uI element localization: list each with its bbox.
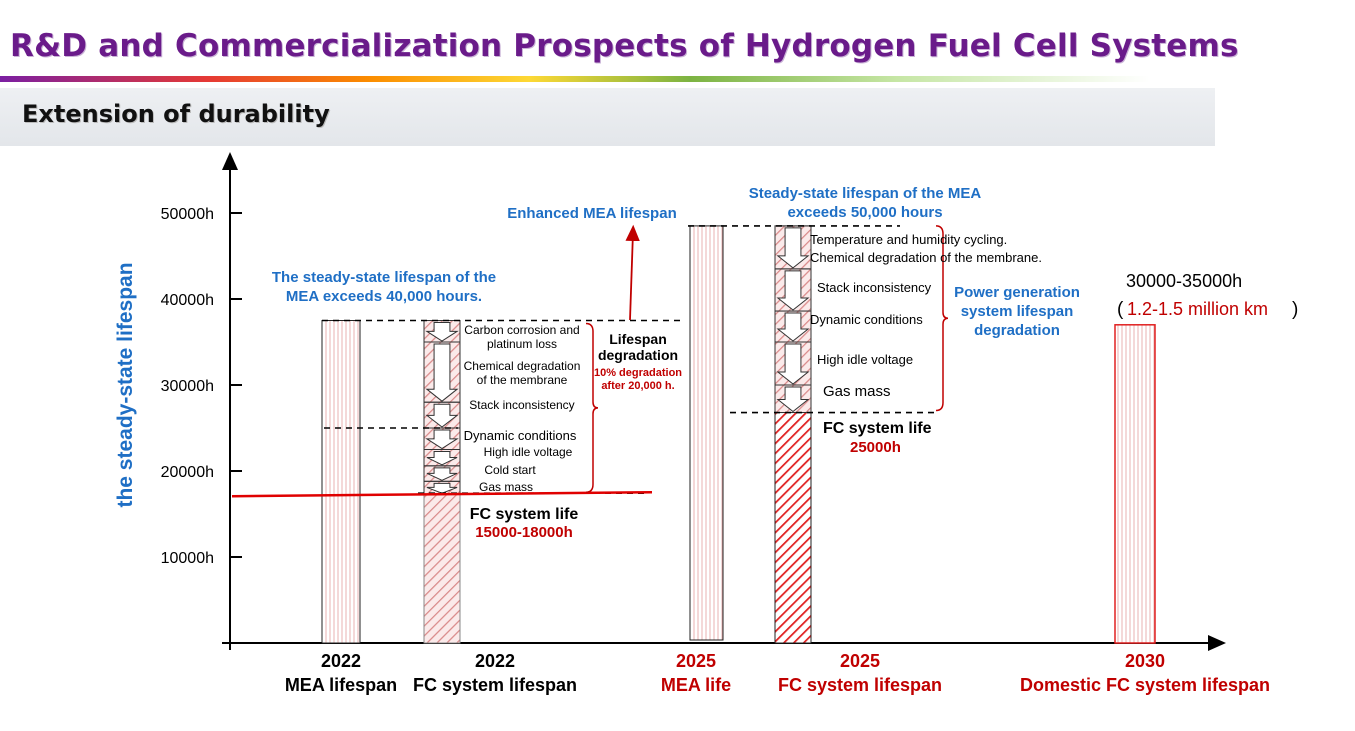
down-arrow-icon bbox=[776, 227, 810, 269]
y-tick-label: 30000h bbox=[161, 378, 214, 395]
enhanced-mea-label: Enhanced MEA lifespan bbox=[507, 205, 676, 222]
y-axis-label: the steady-state lifespan bbox=[114, 262, 137, 507]
segment-label: Temperature and humidity cycling. bbox=[810, 232, 1007, 247]
degradation-note: after 20,000 h. bbox=[601, 380, 674, 392]
down-arrow-icon bbox=[426, 467, 458, 481]
x-category-label: Domestic FC system lifespan bbox=[1020, 675, 1270, 695]
x-category-label: MEA life bbox=[661, 675, 731, 695]
segment-label: Stack inconsistency bbox=[469, 398, 574, 412]
down-arrow-icon bbox=[776, 343, 810, 385]
x-category-label: MEA lifespan bbox=[285, 675, 397, 695]
bar-2025-mea bbox=[689, 225, 724, 641]
down-arrow-icon bbox=[776, 386, 810, 413]
fc-2022-life-label: FC system life bbox=[470, 506, 579, 523]
down-arrow-icon bbox=[776, 312, 810, 342]
enhanced-mea-arrow bbox=[625, 224, 640, 321]
target-2030-km: 1.2-1.5 million km bbox=[1127, 299, 1268, 319]
bar-2030-target bbox=[1114, 324, 1156, 644]
degradation-brace-2022 bbox=[585, 322, 599, 493]
mea-2025-note: exceeds 50,000 hours bbox=[787, 204, 942, 221]
segment-label: High idle voltage bbox=[817, 352, 913, 367]
segment-label: Dynamic conditions bbox=[810, 312, 923, 327]
x-category-label: FC system lifespan bbox=[413, 675, 577, 695]
power-degradation-label: system lifespan bbox=[961, 303, 1074, 320]
y-tick-label: 20000h bbox=[161, 464, 214, 481]
degradation-label: degradation bbox=[598, 347, 678, 363]
guide-lines bbox=[231, 224, 949, 498]
subtitle-bar bbox=[0, 88, 1215, 146]
bars bbox=[321, 225, 1156, 644]
power-degradation-label: degradation bbox=[974, 322, 1060, 339]
fc-2025-life-value: 25000h bbox=[850, 439, 901, 456]
x-category-year: 2030 bbox=[1125, 651, 1165, 671]
page-title: R&D and Commercialization Prospects of H… bbox=[10, 28, 1239, 64]
mea-2025-note: Steady-state lifespan of the MEA bbox=[749, 185, 982, 202]
down-arrow-icon bbox=[425, 343, 459, 402]
x-category-year: 2025 bbox=[676, 651, 716, 671]
x-category-year: 2022 bbox=[321, 651, 361, 671]
paren-open: ( bbox=[1117, 299, 1124, 320]
degradation-brace-2025 bbox=[935, 225, 949, 412]
x-category-year: 2025 bbox=[840, 651, 880, 671]
mea-2022-note: The steady-state lifespan of the bbox=[272, 269, 496, 286]
segment-label: of the membrane bbox=[477, 373, 568, 387]
segment-label: platinum loss bbox=[487, 337, 557, 351]
y-ticks: 10000h 20000h 30000h 40000h 50000h bbox=[161, 206, 242, 567]
degradation-note: 10% degradation bbox=[594, 367, 682, 379]
segment-label: Carbon corrosion and bbox=[464, 323, 579, 337]
y-tick-label: 10000h bbox=[161, 550, 214, 567]
fc-2025-life-label: FC system life bbox=[823, 420, 932, 437]
fc-2022-life-value: 15000-18000h bbox=[475, 524, 573, 541]
bar-2022-fc-system bbox=[423, 493, 461, 644]
segment-box bbox=[774, 384, 812, 414]
bar-2022-mea bbox=[321, 320, 361, 644]
down-arrow-icon bbox=[776, 270, 810, 311]
x-category-year: 2022 bbox=[475, 651, 515, 671]
down-arrow-icon bbox=[425, 403, 459, 428]
target-2030-range: 30000-35000h bbox=[1126, 271, 1242, 291]
y-tick-label: 40000h bbox=[161, 292, 214, 309]
down-arrow-icon bbox=[425, 322, 459, 342]
fc-2022-life-red-line bbox=[231, 490, 653, 498]
segment-label: High idle voltage bbox=[484, 445, 573, 459]
power-degradation-label: Power generation bbox=[954, 284, 1080, 301]
section-subtitle: Extension of durability bbox=[22, 100, 330, 128]
degradation-label: Lifespan bbox=[609, 331, 667, 347]
segment-label: Gas mass bbox=[479, 480, 533, 494]
segment-label: Gas mass bbox=[823, 383, 891, 400]
down-arrow-icon bbox=[426, 482, 458, 494]
title-gradient-rule bbox=[0, 76, 1150, 82]
segment-label: Cold start bbox=[484, 463, 536, 477]
degradation-segments bbox=[423, 225, 812, 495]
paren-close: ) bbox=[1292, 299, 1298, 320]
down-arrow-icon bbox=[425, 429, 459, 450]
down-arrow-icon bbox=[426, 451, 458, 466]
segment-label: Chemical degradation bbox=[464, 359, 581, 373]
y-tick-label: 50000h bbox=[161, 206, 214, 223]
segment-label: Dynamic conditions bbox=[464, 428, 577, 443]
bar-2025-fc-system bbox=[774, 412, 812, 644]
mea-2022-note: MEA exceeds 40,000 hours. bbox=[286, 288, 482, 305]
segment-label: Chemical degradation of the membrane. bbox=[810, 250, 1042, 265]
segment-label: Stack inconsistency bbox=[817, 280, 932, 295]
x-category-label: FC system lifespan bbox=[778, 675, 942, 695]
